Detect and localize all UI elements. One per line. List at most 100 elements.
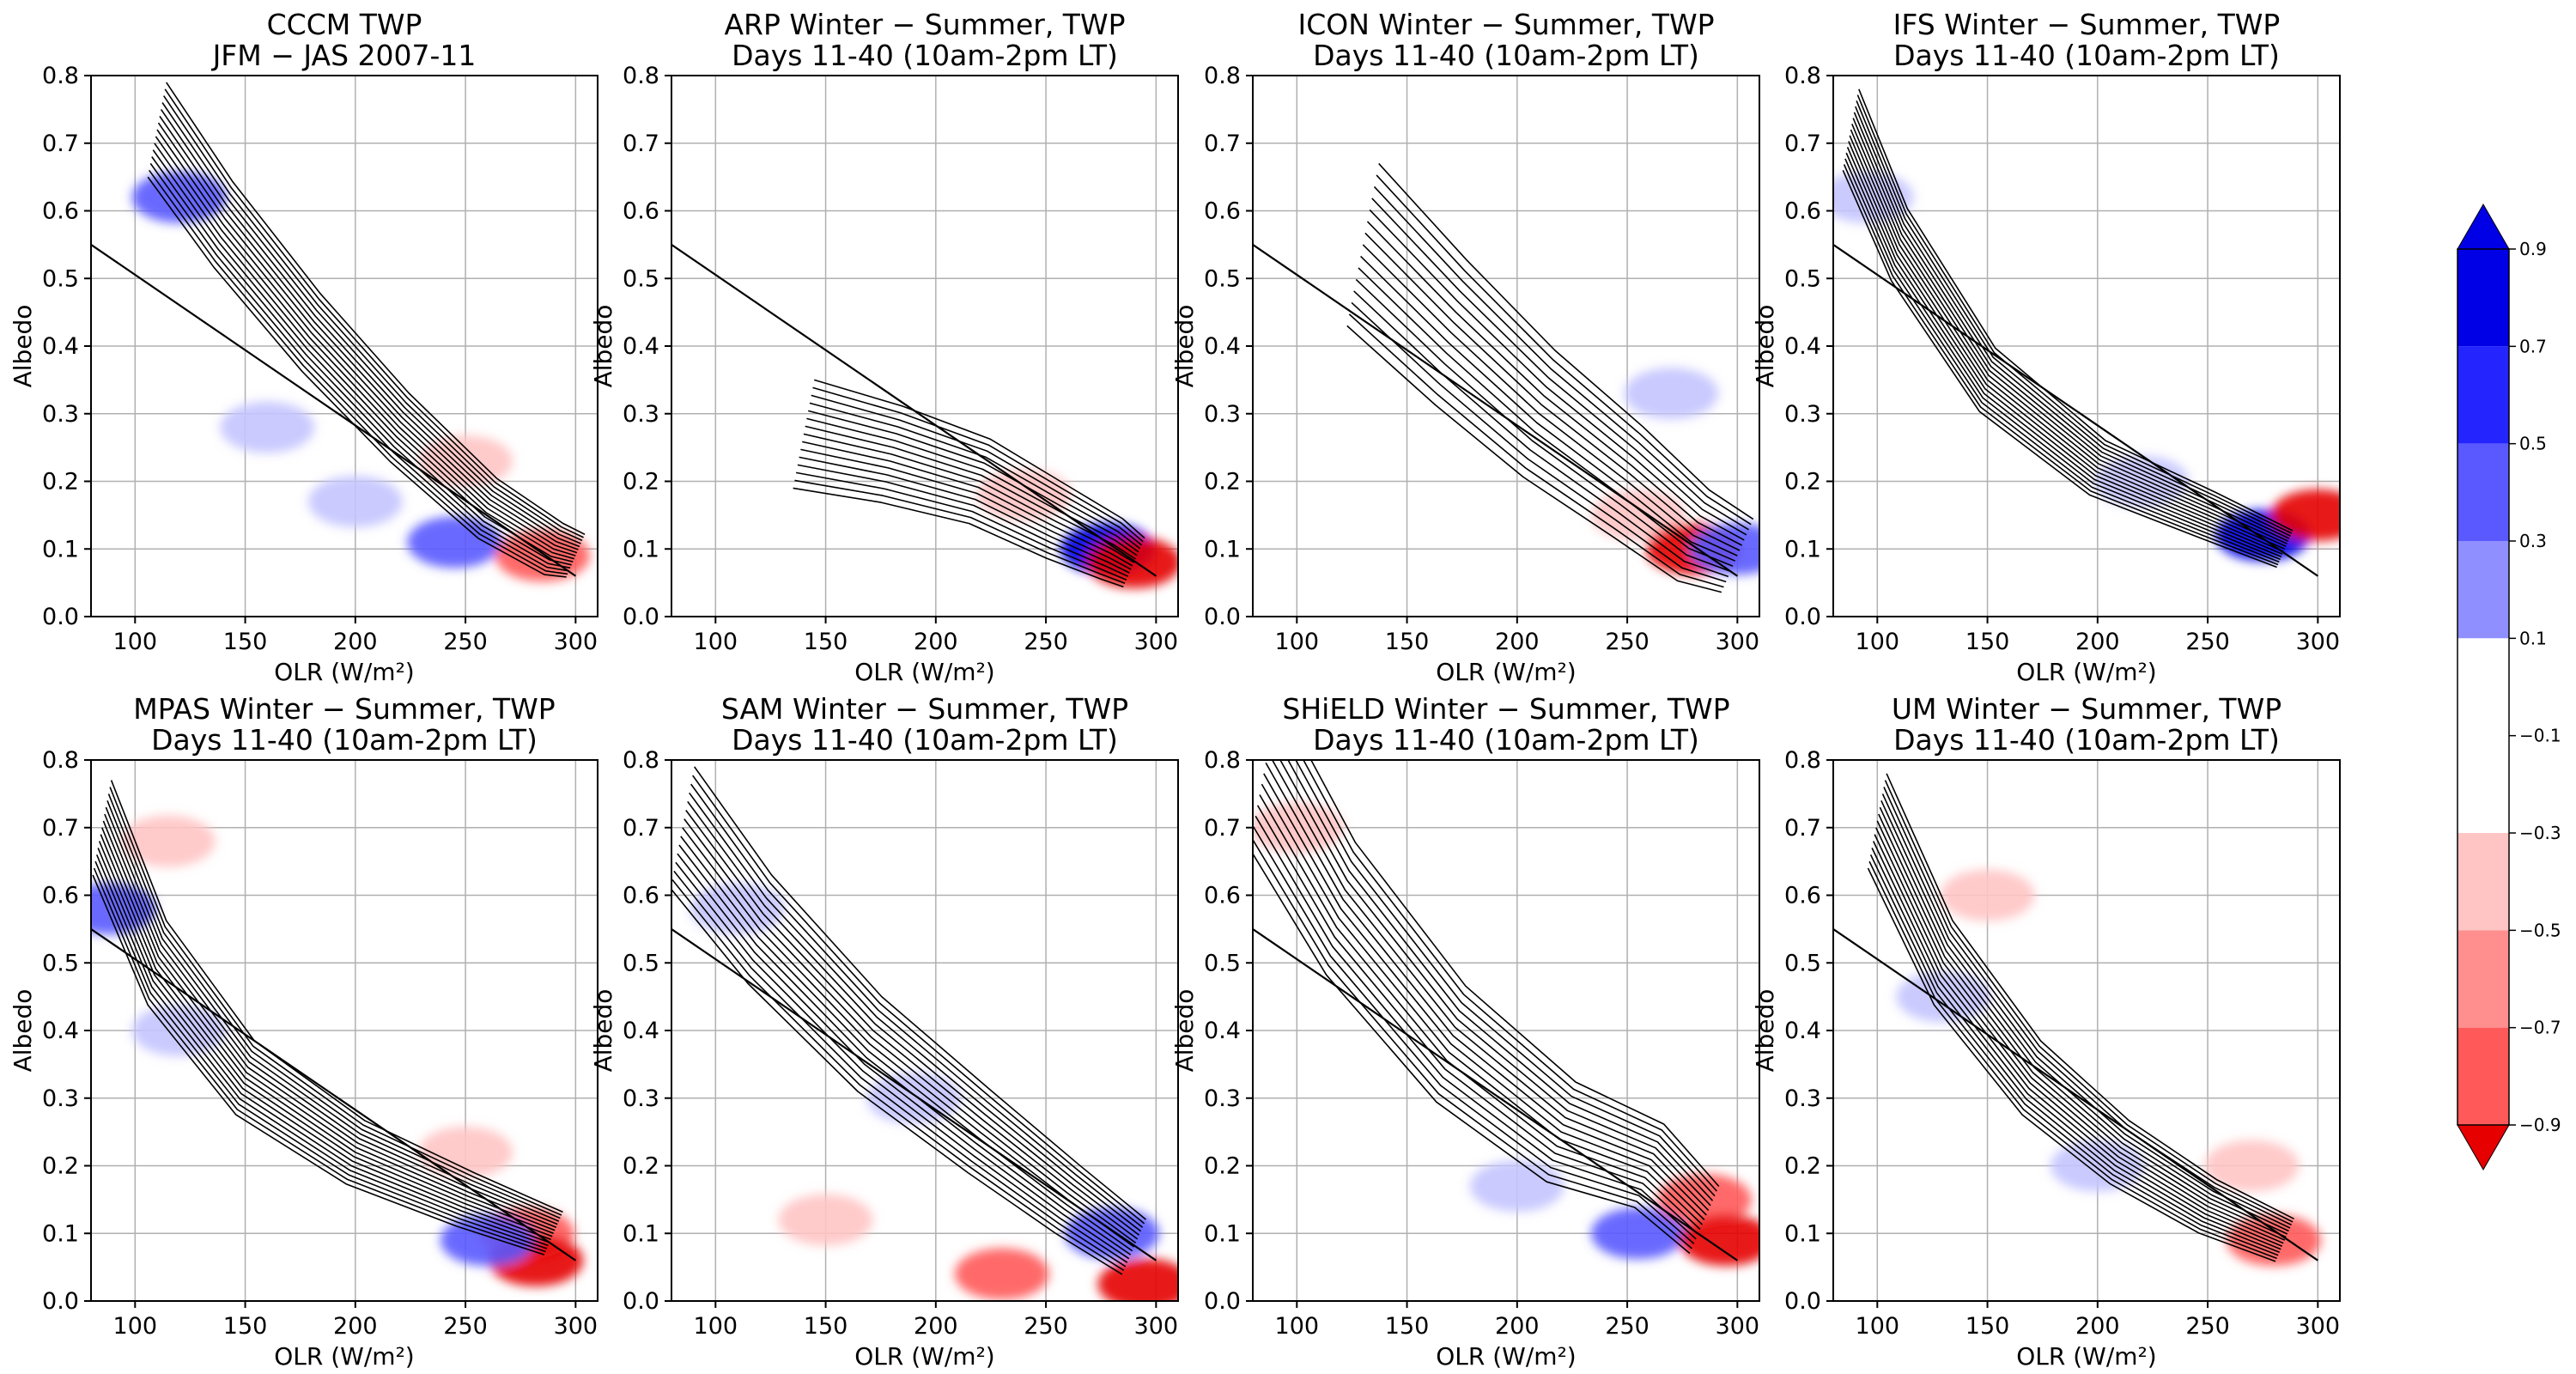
contour-line <box>1353 290 1729 578</box>
contour-lines <box>1253 760 1720 1255</box>
contour-line <box>1309 760 1720 1188</box>
x-tick-label: 250 <box>2185 629 2230 655</box>
anomaly-blob <box>976 469 1072 521</box>
contour-line <box>1872 841 2281 1250</box>
y-tick-label: 0.2 <box>1784 1153 1821 1180</box>
panel-subtitle: Days 11-40 (10am-2pm LT) <box>732 39 1118 72</box>
panel-subtitle: JFM − JAS 2007-11 <box>211 39 477 72</box>
panel-subtitle: Days 11-40 (10am-2pm LT) <box>1313 723 1699 757</box>
colorbar-segment <box>2458 443 2509 541</box>
contour-line <box>1373 185 1749 531</box>
contour-line <box>157 122 578 554</box>
x-tick-label: 200 <box>914 1313 958 1340</box>
colorbar-tick-label: 0.1 <box>2519 628 2547 648</box>
anomaly-blob <box>1690 523 1759 575</box>
contour-line <box>1858 88 2293 532</box>
y-tick-label: 0.0 <box>623 604 659 630</box>
y-tick-label: 0.8 <box>42 63 79 89</box>
contour-line <box>1362 244 1738 556</box>
contour-line <box>680 836 1133 1252</box>
colorbar-segment <box>2458 638 2509 736</box>
contour-line <box>92 874 545 1255</box>
y-tick-label: 0.7 <box>42 131 79 157</box>
contour-line <box>109 787 562 1216</box>
contour-line <box>1303 760 1717 1192</box>
contour-line <box>1271 760 1710 1211</box>
shaded-anomaly-layer <box>1833 171 2340 562</box>
contour-line <box>1253 826 1695 1244</box>
contour-line <box>102 820 556 1231</box>
contour-line <box>1358 267 1734 568</box>
x-tick-label: 200 <box>333 629 378 655</box>
contour-line <box>1886 773 2294 1220</box>
y-tick-label: 0.4 <box>1784 333 1821 360</box>
contour-lines <box>1867 773 2294 1262</box>
panel-subtitle: Days 11-40 (10am-2pm LT) <box>1893 39 2280 72</box>
y-tick-label: 0.8 <box>623 63 659 89</box>
x-tick-label: 250 <box>443 1313 488 1340</box>
x-tick-label: 200 <box>1495 1313 1540 1340</box>
contour-line <box>1867 867 2276 1262</box>
contour-line <box>1253 852 1691 1255</box>
contour-line <box>164 88 584 538</box>
contour-line <box>152 149 572 566</box>
y-tick-label: 0.3 <box>42 1085 79 1112</box>
y-tick-label: 0.5 <box>1204 265 1241 292</box>
contour-line <box>155 136 575 560</box>
contour-lines <box>147 82 586 578</box>
anomaly-blob <box>1469 1160 1564 1213</box>
x-tick-label: 150 <box>1965 1313 2010 1340</box>
y-tick-label: 0.2 <box>1204 1153 1241 1180</box>
y-tick-label: 0.1 <box>42 536 79 562</box>
reference-line <box>91 927 576 1262</box>
contour-line <box>1875 827 2284 1244</box>
x-tick-label: 100 <box>694 629 738 655</box>
y-tick-label: 0.6 <box>623 198 659 225</box>
x-tick-label: 250 <box>1024 629 1068 655</box>
colorbar: 0.9 0.7 0.5 0.3 0.1 −0.1 −0.3 −0.5 −0.7 −0.9 <box>2457 203 2561 1171</box>
x-axis-label: OLR (W/m²) <box>2016 1342 2156 1371</box>
x-tick-label: 300 <box>2296 629 2341 655</box>
contour-line <box>1351 301 1727 583</box>
chart-panel-6: 100 150 200 250 300 0.0 0.1 0.2 0.3 0.4 0.5 0.6 0.7 0… <box>589 692 1179 1371</box>
y-axis-label: Albedo <box>1170 989 1199 1073</box>
shaded-anomaly-layer <box>1253 801 1759 1267</box>
x-axis-label: OLR (W/m²) <box>854 658 994 686</box>
y-tick-label: 0.1 <box>1204 1220 1241 1247</box>
y-axis-label: Albedo <box>1751 989 1779 1073</box>
anomaly-blob <box>1097 1258 1178 1301</box>
contour-line <box>1259 794 1701 1231</box>
colorbar-tick-label: −0.1 <box>2519 726 2561 746</box>
contour-line <box>687 800 1140 1236</box>
contour-line <box>1871 848 2280 1254</box>
anomaly-blob <box>2204 1140 2300 1192</box>
contour-line <box>797 464 1129 577</box>
contour-lines <box>1842 88 2293 568</box>
contour-line <box>1261 783 1704 1225</box>
contour-line <box>1845 152 2281 561</box>
contour-line <box>1843 164 2279 566</box>
contour-line <box>160 108 580 548</box>
colorbar-tick-label: −0.7 <box>2519 1018 2561 1038</box>
y-tick-label: 0.8 <box>42 747 79 774</box>
y-tick-label: 0.2 <box>623 1153 659 1180</box>
x-tick-label: 150 <box>1385 629 1430 655</box>
contour-line <box>1855 106 2290 539</box>
contour-line <box>101 827 554 1235</box>
contour-line <box>1364 232 1741 551</box>
y-tick-label: 0.3 <box>1784 1085 1821 1112</box>
contour-line <box>1846 146 2282 558</box>
x-tick-label: 200 <box>914 629 958 655</box>
colorbar-segment <box>2458 541 2509 639</box>
contour-line <box>156 129 576 556</box>
contour-line <box>1348 313 1724 588</box>
contour-line <box>809 402 1141 550</box>
colorbar-frame <box>2457 248 2510 1126</box>
anomaly-blob <box>1624 368 1719 420</box>
contour-line <box>106 800 560 1222</box>
y-tick-label: 0.7 <box>1204 815 1241 842</box>
x-tick-label: 300 <box>1716 629 1760 655</box>
contour-line <box>1883 787 2292 1226</box>
contour-line <box>94 860 548 1249</box>
